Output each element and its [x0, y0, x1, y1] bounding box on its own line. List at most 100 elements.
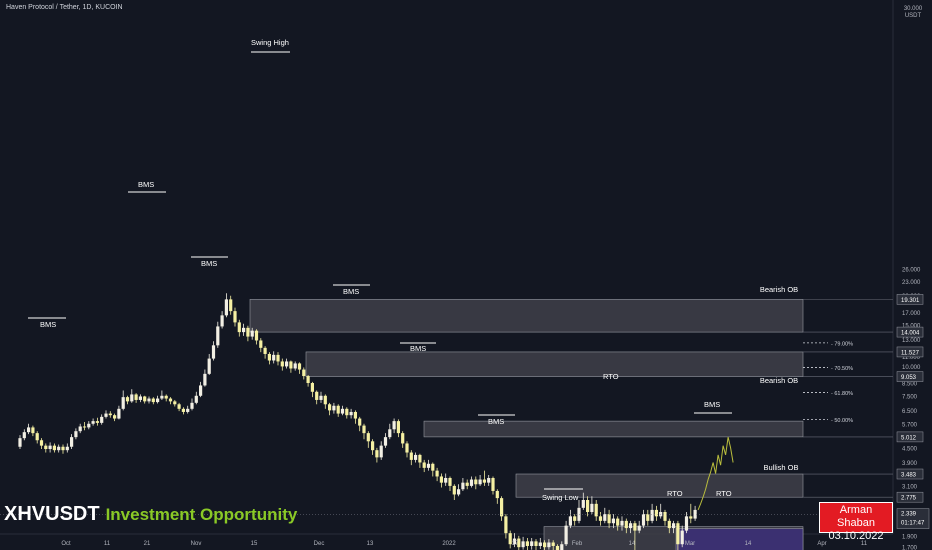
candle-body: [555, 545, 560, 550]
candle-body: [259, 340, 263, 348]
candle-body: [254, 330, 259, 341]
candle-body: [525, 541, 529, 546]
order-block-zone: [423, 420, 804, 438]
candle-body: [134, 394, 138, 400]
candle-body: [233, 311, 237, 323]
candle-body: [39, 440, 44, 446]
current-price-label: 2.339: [901, 512, 917, 518]
candle-body: [164, 395, 168, 399]
candle-body: [405, 443, 409, 453]
candle-body: [444, 477, 448, 483]
x-tick-label: Nov: [191, 541, 202, 547]
annotation-label: Swing Low: [542, 493, 579, 502]
x-tick-label: Oct: [61, 541, 71, 547]
candle-body: [349, 411, 353, 416]
candle-body: [414, 454, 418, 460]
candle-body: [684, 516, 689, 531]
candle-body: [147, 398, 151, 402]
price-label-box: [896, 371, 924, 382]
candle-body: [543, 542, 547, 548]
candle-body: [203, 373, 207, 386]
candle-body: [216, 326, 220, 346]
candle-body: [306, 376, 310, 384]
y-tick-label: 4.500: [902, 446, 918, 452]
candle-body: [199, 385, 203, 396]
candle-body: [121, 397, 125, 409]
candle-body: [61, 446, 65, 451]
candle-body: [448, 477, 452, 486]
candle-body: [478, 479, 482, 485]
annotation-label: BMS: [40, 320, 56, 329]
zone-label: Bullish OB: [763, 463, 798, 472]
candle-body: [95, 421, 99, 423]
candle-body: [379, 445, 383, 458]
candle-body: [143, 396, 147, 402]
candle-body: [125, 397, 130, 402]
candle-body: [637, 525, 641, 531]
candle-body: [332, 405, 336, 411]
candle-body: [371, 441, 375, 451]
candle-body: [560, 544, 564, 550]
candle-body: [491, 477, 495, 491]
x-tick-label: 14: [745, 541, 752, 547]
candle-body: [457, 489, 461, 495]
chart-header-title: Haven Protocol / Tether, 1D, KUCOIN: [6, 4, 123, 11]
x-tick-label: 21: [144, 541, 151, 547]
y-tick-label: 8.500: [902, 382, 918, 388]
candle-body: [577, 507, 581, 521]
candle-body: [469, 479, 474, 486]
candle-body: [426, 463, 431, 468]
symbol-label: XHVUSDT: [4, 503, 100, 525]
candle-body: [272, 354, 276, 361]
candle-body: [340, 408, 345, 414]
candle-body: [375, 450, 379, 458]
author-name: Arman Shaban: [837, 504, 875, 529]
annotation-label: RTO: [716, 489, 732, 498]
candle-body: [482, 479, 486, 483]
candle-body: [581, 499, 585, 508]
price-label-box: [896, 468, 924, 480]
candle-body: [207, 358, 211, 374]
price-label-box: [896, 326, 924, 338]
x-tick-label: 11: [861, 541, 868, 547]
x-tick-label: 15: [251, 541, 258, 547]
x-tick-label: 13: [367, 541, 374, 547]
price-label: 5.012: [901, 435, 917, 441]
candle-body: [319, 395, 323, 400]
y-tick-label: 7.500: [902, 394, 918, 400]
candle-body: [74, 431, 78, 438]
candle-body: [82, 426, 87, 428]
candle-body: [504, 516, 508, 534]
fib-level-label: - 79.00%: [831, 341, 853, 347]
price-label: 19.301: [901, 298, 920, 304]
candle-body: [87, 423, 91, 428]
candle-body: [246, 327, 250, 337]
candle-body: [181, 408, 185, 412]
candle-body: [336, 405, 340, 414]
countdown-label: 01:17:47: [901, 521, 925, 527]
price-axis-top-tick: 30.000: [903, 6, 923, 12]
candle-body: [22, 432, 26, 439]
annotation-label: BMS: [201, 259, 217, 268]
order-block-zone: [305, 351, 804, 377]
candle-body: [663, 512, 667, 521]
candle-body: [113, 415, 117, 419]
currency-label: USDT: [904, 13, 922, 19]
candle-body: [177, 404, 181, 409]
price-axis-currency: 30.000 USDT: [898, 6, 928, 20]
annotation-label: RTO: [603, 372, 619, 381]
candle-body: [461, 482, 465, 490]
x-tick-label: Dec: [314, 541, 325, 547]
candle-body: [250, 330, 254, 337]
candle-body: [590, 503, 594, 513]
candle-body: [211, 345, 216, 359]
candle-body: [633, 523, 637, 531]
x-tick-label: 2022: [442, 541, 456, 547]
candle-body: [229, 299, 233, 312]
candle-body: [70, 437, 74, 447]
candle-body: [358, 418, 362, 426]
candle-body: [646, 514, 650, 521]
candle-body: [650, 509, 654, 521]
candle-body: [594, 503, 598, 517]
